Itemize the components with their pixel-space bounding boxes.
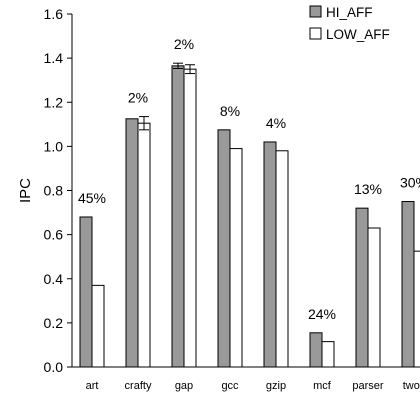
bar-hi-aff-parser [355,207,369,368]
x-tick-label: gzip [266,380,286,392]
legend-swatch-low-aff [309,27,322,40]
y-tick-label: 1.2 [44,94,64,110]
bar-low-aff-gcc [229,148,243,368]
bar-hi-aff-mcf [309,332,323,368]
bar-annotation: 2% [174,36,194,52]
y-tick-label: 0.2 [44,315,64,331]
bar-low-aff-twolf [413,250,420,368]
y-tick-label: 1.4 [44,50,64,66]
bar-hi-aff-gap [171,65,185,368]
bar-annotation: 2% [128,90,148,106]
x-tick-label: gcc [221,380,239,392]
bar-low-aff-gap [183,68,197,368]
bar-annotation: 45% [78,190,106,206]
x-tick-label: mcf [313,380,332,392]
legend-label: HI_AFF [326,5,373,20]
y-tick-label: 0.0 [44,359,64,375]
bar-low-aff-parser [367,227,381,368]
bar-annotation: 24% [308,306,336,322]
x-tick-label: gap [175,380,193,392]
y-tick-label: 1.6 [44,6,64,22]
bar-annotation: 4% [266,115,286,131]
legend-label: LOW_AFF [326,27,390,42]
bar-annotation: 8% [220,103,240,119]
y-tick-label: 0.6 [44,227,64,243]
bar-hi-aff-twolf [401,201,415,368]
legend-swatch-hi-aff [309,5,322,18]
y-axis-title: IPC [17,178,34,203]
bar-hi-aff-gzip [263,141,277,368]
bar-low-aff-crafty [137,122,151,368]
x-tick-label: parser [352,380,384,392]
x-tick-label: twolf [403,380,420,392]
bar-annotation: 30% [400,175,420,191]
y-tick-label: 0.8 [44,183,64,199]
x-tick-label: crafty [125,380,152,392]
bar-low-aff-mcf [321,341,335,368]
bar-hi-aff-art [79,216,93,368]
bar-low-aff-gzip [275,150,289,368]
bar-hi-aff-gcc [217,129,231,368]
x-tick-label: art [86,380,99,392]
bar-low-aff-art [91,284,105,368]
y-tick-label: 0.4 [44,271,64,287]
bar-hi-aff-crafty [125,118,139,368]
bar-annotation: 13% [354,181,382,197]
y-tick-label: 1.0 [44,138,64,154]
